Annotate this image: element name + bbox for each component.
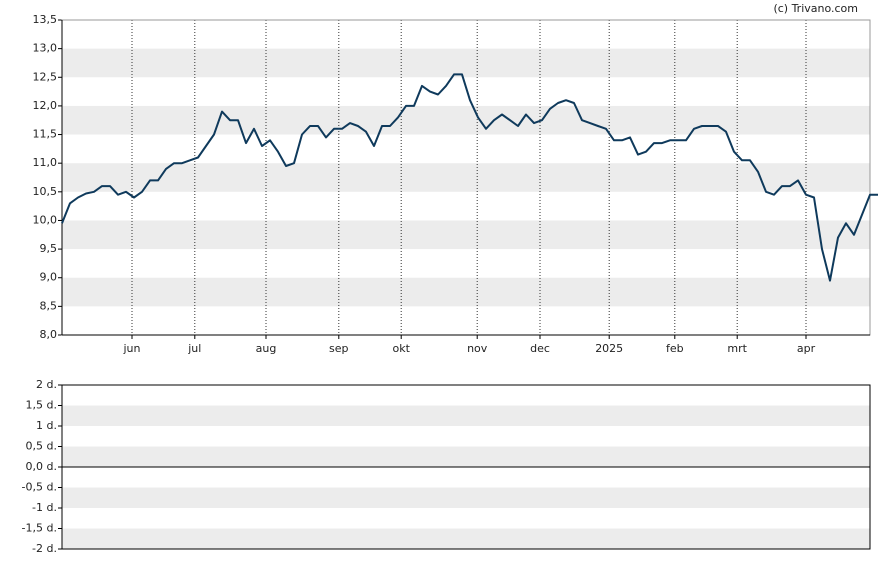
y-tick-label: -1,5 d. <box>22 522 57 535</box>
y-tick-label: -0,5 d. <box>22 481 57 494</box>
band <box>62 528 870 549</box>
y-tick-label: 10,0 <box>33 213 58 226</box>
x-tick-label: sep <box>329 342 348 355</box>
y-tick-label: -2 d. <box>32 542 57 555</box>
y-tick-label: -1 d. <box>32 501 57 514</box>
y-tick-label: 13,0 <box>33 42 58 55</box>
y-tick-label: 8,5 <box>40 299 58 312</box>
y-tick-label: 0,0 d. <box>26 460 57 473</box>
y-tick-label: 10,5 <box>33 185 58 198</box>
x-tick-label: jun <box>123 342 141 355</box>
y-tick-label: 12,0 <box>33 99 58 112</box>
y-tick-label: 8,0 <box>40 328 58 341</box>
band <box>62 446 870 467</box>
price-line <box>61 73 878 282</box>
x-tick-label: 2025 <box>595 342 623 355</box>
band <box>62 48 870 78</box>
band <box>62 105 870 135</box>
x-tick-label: dec <box>530 342 550 355</box>
x-tick-label: feb <box>666 342 684 355</box>
band <box>62 220 870 250</box>
y-tick-label: 0,5 d. <box>26 440 57 453</box>
x-tick-label: nov <box>467 342 488 355</box>
y-tick-label: 2 d. <box>36 378 57 391</box>
credit: (c) Trivano.com <box>773 2 858 15</box>
x-tick-label: okt <box>392 342 410 355</box>
y-tick-label: 11,5 <box>33 128 58 141</box>
y-tick-label: 1,5 d. <box>26 399 57 412</box>
band <box>62 163 870 192</box>
y-tick-label: 11,0 <box>33 156 58 169</box>
y-tick-label: 13,5 <box>33 13 58 26</box>
x-tick-label: jul <box>187 342 201 355</box>
y-tick-label: 9,0 <box>40 271 58 284</box>
y-tick-label: 1 d. <box>36 419 57 432</box>
x-tick-label: aug <box>256 342 277 355</box>
band <box>62 487 870 508</box>
x-tick-label: mrt <box>727 342 747 355</box>
x-tick-label: apr <box>797 342 816 355</box>
band <box>62 277 870 307</box>
y-tick-label: 9,5 <box>40 242 58 255</box>
band <box>62 405 870 426</box>
y-tick-label: 12,5 <box>33 70 58 83</box>
